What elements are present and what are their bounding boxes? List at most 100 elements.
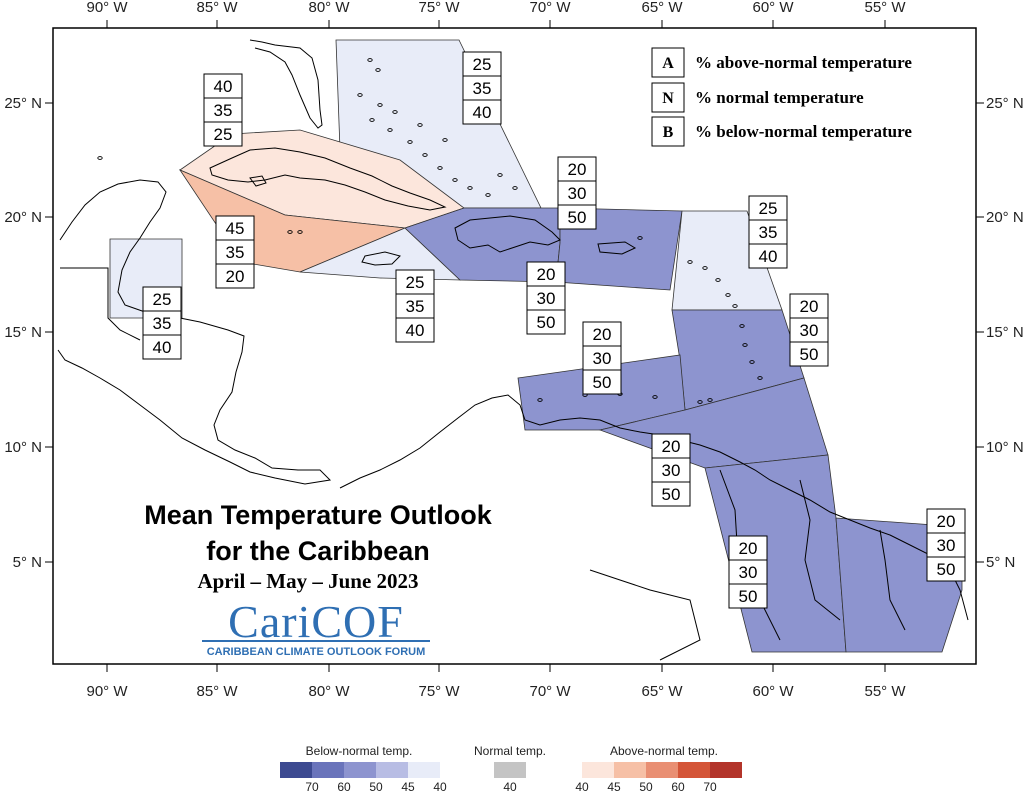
legend-below-title: Below-normal temp. bbox=[306, 744, 413, 758]
lon-tick-bottom-65: 65° W bbox=[641, 683, 683, 700]
prob-box-belize: 25 35 40 bbox=[142, 286, 182, 360]
prob-cell-n bbox=[582, 345, 622, 371]
legend-swatch-below bbox=[344, 762, 376, 778]
legend-swatch-below bbox=[376, 762, 408, 778]
interior-border-5 bbox=[589, 569, 701, 661]
island-outline bbox=[377, 103, 383, 107]
prob-value-b: 50 bbox=[593, 373, 612, 392]
logo-wordmark: CariCOF bbox=[228, 596, 404, 647]
lat-tick-right-5: 5° N bbox=[986, 554, 1015, 571]
legend-above-title: Above-normal temp. bbox=[610, 744, 718, 758]
island-outline bbox=[287, 230, 293, 234]
island-outline bbox=[537, 398, 543, 402]
island-outline bbox=[652, 395, 658, 399]
isle-of-youth bbox=[249, 175, 267, 187]
prob-cell-a bbox=[748, 195, 788, 221]
island-outline bbox=[437, 166, 443, 170]
prob-cell-a bbox=[582, 321, 622, 347]
prob-value-a: 25 bbox=[406, 273, 425, 292]
prob-cell-b bbox=[215, 263, 255, 289]
prob-value-n: 35 bbox=[473, 79, 492, 98]
prob-cell-b bbox=[557, 204, 597, 230]
legend-swatch-below bbox=[280, 762, 312, 778]
island-outline bbox=[697, 400, 703, 404]
legend-swatch-normal bbox=[494, 762, 526, 778]
map-period: April – May – June 2023 bbox=[197, 569, 418, 593]
prob-value-b: 50 bbox=[662, 485, 681, 504]
island-outline bbox=[422, 153, 428, 157]
prob-cell-b bbox=[651, 481, 691, 507]
prob-box-trinidad: 20 30 50 bbox=[651, 433, 691, 507]
island-outline bbox=[369, 118, 375, 122]
prob-box-cuba: 40 35 25 bbox=[203, 73, 243, 147]
prob-value-n: 30 bbox=[537, 289, 556, 308]
caricof-logo: CariCOF CARIBBEAN CLIMATE OUTLOOK FORUM bbox=[202, 596, 430, 658]
lat-tick-left-5: 5° N bbox=[13, 554, 42, 571]
island-outline bbox=[637, 236, 643, 240]
key-text-normal: % normal temperature bbox=[695, 88, 864, 107]
prob-cell-a bbox=[526, 261, 566, 287]
lat-tick-right-20: 20° N bbox=[986, 209, 1024, 226]
lon-tick-bottom-55: 55° W bbox=[864, 683, 906, 700]
island-outline bbox=[757, 376, 763, 380]
legend-tick-above: 70 bbox=[703, 780, 717, 791]
prob-cell-a bbox=[462, 51, 502, 77]
prob-value-b: 40 bbox=[153, 338, 172, 357]
island-outline bbox=[687, 260, 693, 264]
prob-box-abc: 20 30 50 bbox=[582, 321, 622, 395]
prob-box-bahamas: 25 35 40 bbox=[462, 51, 502, 125]
prob-cell-n bbox=[651, 457, 691, 483]
logo-subtitle: CARIBBEAN CLIMATE OUTLOOK FORUM bbox=[207, 646, 426, 658]
prob-value-b: 50 bbox=[800, 345, 819, 364]
key-text-above: % above-normal temperature bbox=[695, 53, 912, 72]
prob-value-b: 25 bbox=[214, 125, 233, 144]
prob-box-leeward: 25 35 40 bbox=[748, 195, 788, 269]
prob-value-a: 20 bbox=[662, 437, 681, 456]
island-outline bbox=[702, 266, 708, 270]
title-block: Mean Temperature Outlook for the Caribbe… bbox=[144, 500, 493, 593]
florida-coast bbox=[249, 39, 323, 129]
south-america-north-coast bbox=[339, 394, 969, 621]
prob-value-n: 35 bbox=[214, 101, 233, 120]
legend-swatch-below bbox=[312, 762, 344, 778]
island-outline bbox=[732, 304, 738, 308]
lon-tick-top-65: 65° W bbox=[641, 0, 683, 16]
key-letter-a: A bbox=[662, 55, 674, 72]
legend-swatch-above bbox=[678, 762, 710, 778]
legend-tick-below: 40 bbox=[433, 780, 447, 791]
legend-tick-below: 45 bbox=[401, 780, 415, 791]
lon-axis-bottom: 90° W 85° W 80° W 75° W 70° W 65° W 60° … bbox=[86, 683, 906, 700]
prob-value-b: 40 bbox=[759, 247, 778, 266]
prob-cell-b bbox=[748, 243, 788, 269]
prob-cell-n bbox=[462, 75, 502, 101]
key-row-above: A % above-normal temperature bbox=[651, 47, 912, 78]
prob-box-guyana: 20 30 50 bbox=[728, 535, 768, 609]
hispaniola-coast bbox=[454, 215, 561, 253]
prob-cell-a bbox=[395, 269, 435, 295]
key-letter-box bbox=[651, 47, 685, 78]
prob-value-a: 20 bbox=[739, 539, 758, 558]
island-outline bbox=[512, 186, 518, 190]
lon-tick-bottom-75: 75° W bbox=[418, 683, 460, 700]
lon-axis-top: 90° W 85° W 80° W 75° W 70° W 65° W 60° … bbox=[86, 0, 906, 16]
prob-value-a: 25 bbox=[153, 290, 172, 309]
prob-cell-n bbox=[926, 532, 966, 558]
lon-tick-top-80: 80° W bbox=[308, 0, 350, 16]
interior-border-1 bbox=[60, 267, 141, 341]
prob-value-b: 20 bbox=[226, 267, 245, 286]
legend-tick-labels: 70 60 50 45 40 40 40 45 50 60 70 bbox=[305, 780, 717, 791]
key-row-normal: N % normal temperature bbox=[651, 82, 864, 113]
legend-normal-title: Normal temp. bbox=[474, 744, 546, 758]
island-outline bbox=[707, 398, 713, 402]
prob-value-n: 35 bbox=[226, 243, 245, 262]
logo-underline bbox=[202, 640, 430, 642]
lon-tick-bottom-80: 80° W bbox=[308, 683, 350, 700]
island-outline bbox=[715, 278, 721, 282]
map-title-line1: Mean Temperature Outlook bbox=[144, 500, 493, 530]
prob-cell-b bbox=[142, 334, 182, 360]
prob-value-n: 35 bbox=[759, 223, 778, 242]
island-outline bbox=[442, 138, 448, 142]
island-outline bbox=[387, 128, 393, 132]
lat-tick-right-10: 10° N bbox=[986, 439, 1024, 456]
legend-tick-below: 70 bbox=[305, 780, 319, 791]
